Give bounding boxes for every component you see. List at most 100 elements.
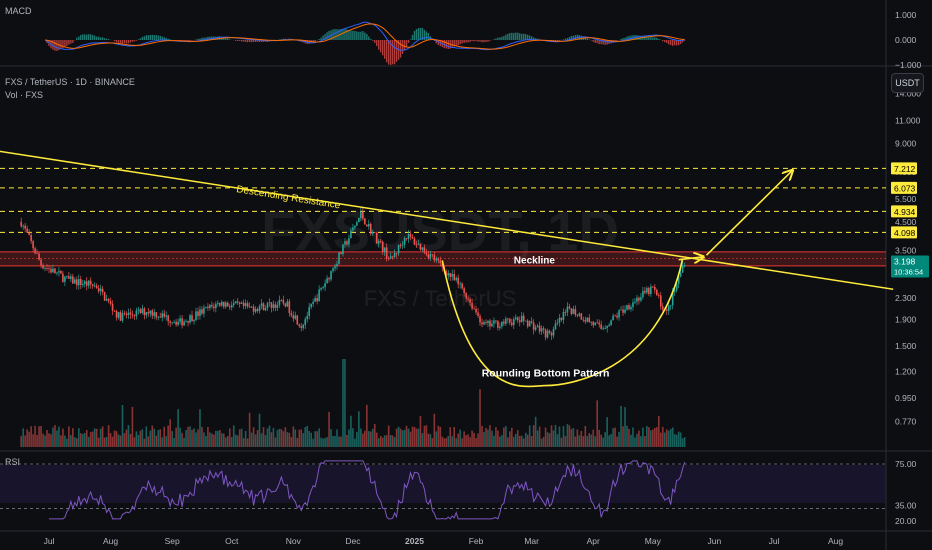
candle-body <box>626 305 628 310</box>
volume-bar <box>58 426 60 447</box>
volume-bar <box>546 432 549 447</box>
volume-bar <box>199 409 201 447</box>
macd-histogram-bar <box>435 40 438 44</box>
volume-bar <box>383 435 386 447</box>
macd-histogram-bar <box>383 40 386 59</box>
volume-bar <box>399 428 402 447</box>
candle-body <box>272 304 275 308</box>
volume-bar <box>268 425 271 447</box>
volume-bar <box>332 436 334 447</box>
candle-body <box>147 312 150 314</box>
price-axis-tick: 1.900 <box>895 314 917 324</box>
macd-histogram-bar <box>675 40 678 46</box>
volume-bar <box>260 433 263 447</box>
macd-histogram-bar <box>368 36 370 40</box>
volume-bar <box>566 424 569 447</box>
candle-body <box>576 314 579 316</box>
candle-body <box>338 252 340 264</box>
candle-body <box>532 322 535 330</box>
candle-body <box>352 227 354 231</box>
volume-bar <box>232 425 235 447</box>
macd-histogram-bar <box>372 40 374 41</box>
volume-bar <box>387 425 390 447</box>
candle-body <box>465 293 467 299</box>
volume-bar <box>598 429 601 447</box>
candle-body <box>354 225 356 228</box>
last-price-badge <box>891 255 929 278</box>
volume-bar <box>530 436 533 447</box>
macd-histogram-bar <box>644 36 646 40</box>
volume-bar <box>181 432 183 447</box>
macd-histogram-bar <box>97 36 100 40</box>
candle-body <box>105 298 108 301</box>
candle-body <box>326 278 328 284</box>
volume-bar <box>542 436 545 447</box>
volume-bar <box>606 417 608 447</box>
volume-bar <box>475 438 477 447</box>
macd-histogram-bar <box>66 40 68 46</box>
candle-body <box>24 225 26 229</box>
volume-bar <box>340 436 342 447</box>
volume-bar <box>46 430 48 447</box>
macd-histogram-bar <box>238 40 241 41</box>
macd-histogram-bar <box>606 40 608 45</box>
volume-bar <box>68 426 70 447</box>
macd-histogram-bar <box>433 40 436 41</box>
volume-bar <box>648 427 650 447</box>
macd-histogram-bar <box>534 38 537 40</box>
volume-bar <box>149 430 152 447</box>
macd-histogram-bar <box>113 40 116 42</box>
macd-histogram-bar <box>473 40 475 42</box>
currency-button[interactable]: USDT <box>891 73 924 93</box>
volume-bar <box>650 430 652 447</box>
volume-bar <box>620 405 622 447</box>
volume-bar <box>592 429 595 447</box>
macd-histogram-bar <box>519 33 521 40</box>
macd-histogram-bar <box>250 40 253 43</box>
volume-bar <box>526 434 529 447</box>
volume-bar <box>40 426 42 447</box>
macd-histogram-bar <box>499 37 501 40</box>
candle-body <box>131 314 134 316</box>
candle-body <box>479 315 481 323</box>
macd-histogram-bar <box>99 37 102 40</box>
volume-bar <box>497 430 499 447</box>
macd-histogram-bar <box>668 40 670 45</box>
macd-histogram-bar <box>147 35 150 40</box>
rsi-axis-tick: 20.00 <box>895 516 917 526</box>
volume-bar <box>44 435 46 447</box>
volume-bar <box>455 438 457 447</box>
candle-body <box>87 280 90 286</box>
macd-histogram-bar <box>342 28 344 40</box>
volume-bar <box>628 428 630 447</box>
volume-bar <box>308 430 311 447</box>
candle-body <box>393 253 396 257</box>
time-axis-tick: Dec <box>345 536 361 546</box>
volume-bar <box>64 435 66 447</box>
macd-histogram-bar <box>501 36 503 40</box>
candle-body <box>314 298 316 302</box>
candle-body <box>518 320 521 322</box>
macd-histogram-bar <box>673 40 676 46</box>
macd-histogram-bar <box>199 38 201 40</box>
candle-body <box>413 238 416 245</box>
candle-body <box>197 311 199 316</box>
candle-body <box>38 253 40 260</box>
macd-histogram-bar <box>127 40 130 44</box>
candle-body <box>286 301 289 307</box>
volume-bar <box>350 415 352 447</box>
candle-body <box>542 328 545 330</box>
candle-body <box>546 330 549 338</box>
volume-bar <box>630 434 632 447</box>
volume-bar <box>183 437 185 447</box>
macd-histogram-bar <box>481 40 483 43</box>
volume-bar <box>240 428 243 447</box>
candle-body <box>487 320 489 324</box>
volume-bar <box>169 419 171 447</box>
candle-body <box>538 325 541 332</box>
macd-histogram-bar <box>463 40 465 43</box>
volume-bar <box>211 433 213 447</box>
time-axis-tick: Sep <box>165 536 180 546</box>
volume-bar <box>459 429 461 447</box>
